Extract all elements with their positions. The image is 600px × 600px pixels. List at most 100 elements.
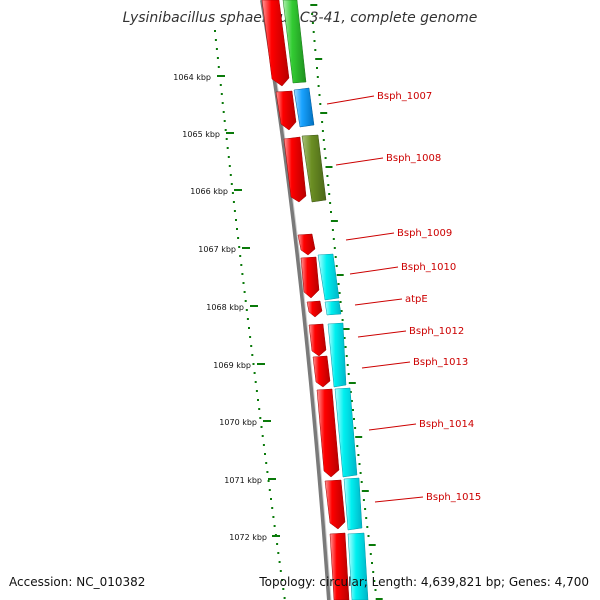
- ring-dot: [321, 130, 324, 132]
- cds-arrow[interactable]: [261, 0, 290, 87]
- scale-dot: [222, 111, 225, 113]
- scale-label: 1068 kbp: [206, 303, 244, 312]
- scale-dot: [279, 570, 282, 572]
- scale-ring: [214, 30, 286, 599]
- ring-dot: [324, 157, 327, 159]
- cog-bar[interactable]: [301, 134, 327, 203]
- leader-line: [368, 423, 417, 431]
- leader-line: [335, 157, 384, 166]
- cog-bar[interactable]: [282, 0, 307, 84]
- scale-labels: 1064 kbp 1065 kbp 1066 kbp 1067 kbp 1068…: [173, 73, 267, 542]
- ring-dot: [338, 292, 341, 294]
- ring-dot: [349, 391, 352, 393]
- cds-arrow[interactable]: [329, 532, 350, 600]
- ring-dot: [350, 400, 353, 402]
- scale-dot: [237, 237, 240, 239]
- ring-dot: [356, 445, 359, 447]
- ring-dot: [322, 139, 325, 141]
- scale-dot: [216, 57, 219, 59]
- ring-dot: [348, 382, 356, 384]
- scale-dot: [257, 399, 259, 401]
- scale-label: 1066 kbp: [190, 187, 228, 196]
- genome-summary: Topology: circular; Length: 4,639,821 bp…: [259, 575, 589, 589]
- scale-dot: [214, 30, 216, 32]
- scale-dot: [241, 273, 244, 275]
- map-title: Lysinibacillus sphaericus C3-41, complet…: [122, 10, 478, 26]
- gene-label[interactable]: Bsph_1013: [413, 357, 468, 368]
- scale-dot: [232, 201, 235, 203]
- ring-dot: [366, 526, 369, 528]
- ring-dot: [337, 283, 340, 285]
- ring-dot: [365, 517, 368, 519]
- scale-dot: [215, 48, 218, 50]
- gene-label[interactable]: Bsph_1010: [401, 262, 456, 273]
- ring-dot: [319, 103, 322, 105]
- ring-dot: [318, 94, 321, 96]
- gene-label[interactable]: Bsph_1009: [397, 228, 452, 239]
- cog-bar[interactable]: [327, 322, 347, 388]
- ring-dot: [331, 229, 334, 231]
- cog-bar[interactable]: [347, 532, 369, 600]
- ring-dot: [361, 490, 369, 492]
- scale-dot: [282, 588, 285, 590]
- scale-dot: [233, 210, 236, 212]
- cds-arrow[interactable]: [283, 136, 307, 203]
- scale-label: 1070 kbp: [219, 418, 257, 427]
- ring-dot: [362, 499, 365, 501]
- cog-bar[interactable]: [343, 477, 363, 531]
- scale-dot: [231, 192, 234, 194]
- cds-arrow[interactable]: [297, 233, 316, 256]
- ring-dot: [345, 355, 348, 357]
- scale-dot: [226, 147, 229, 149]
- cog-bar[interactable]: [334, 387, 358, 478]
- ring-dot: [364, 508, 367, 510]
- gene-label[interactable]: Bsph_1015: [426, 492, 481, 503]
- ring-dot: [333, 247, 336, 249]
- leader-line: [349, 266, 399, 275]
- scale-dot: [272, 516, 275, 518]
- ring-dot: [375, 598, 383, 600]
- scale-dot: [249, 336, 252, 338]
- ring-dot: [326, 175, 329, 177]
- cds-arrow[interactable]: [300, 256, 320, 299]
- cds-arrow[interactable]: [324, 479, 346, 530]
- gene-label[interactable]: Bsph_1014: [419, 419, 474, 430]
- ring-dot: [353, 418, 355, 420]
- gene-label[interactable]: atpE: [405, 294, 428, 305]
- ring-dot: [358, 463, 361, 465]
- ring-dot: [311, 22, 314, 24]
- ring-dot: [323, 148, 326, 150]
- label-leaders: [326, 95, 424, 503]
- ring-dot: [312, 31, 315, 33]
- cog-bar[interactable]: [293, 87, 315, 128]
- cds-arrow[interactable]: [312, 355, 331, 388]
- cds-arrow[interactable]: [316, 388, 340, 478]
- cds-arrow[interactable]: [308, 323, 327, 357]
- scale-dot: [258, 408, 261, 410]
- cog-bar[interactable]: [324, 300, 342, 316]
- ring-dot: [344, 346, 347, 348]
- scale-dot: [255, 390, 258, 392]
- cds-arrow[interactable]: [275, 90, 297, 131]
- scale-dot: [223, 120, 226, 122]
- ring-dot: [373, 580, 376, 582]
- cds-arrow[interactable]: [306, 300, 323, 318]
- scale-dot: [239, 255, 242, 257]
- scale-dot: [281, 579, 284, 581]
- scale-ticks: [217, 75, 280, 537]
- scale-dot: [251, 354, 254, 356]
- gene-label[interactable]: Bsph_1007: [377, 91, 432, 102]
- ring-dot: [334, 256, 337, 258]
- leader-line: [354, 298, 403, 306]
- gene-label[interactable]: Bsph_1012: [409, 326, 464, 337]
- scale-dot: [243, 291, 246, 293]
- leader-line: [374, 496, 424, 503]
- ring-dot: [359, 472, 362, 474]
- scale-dot: [244, 300, 247, 302]
- scale-label: 1064 kbp: [173, 73, 211, 82]
- cog-bar[interactable]: [317, 253, 340, 301]
- gene-label[interactable]: Bsph_1008: [386, 153, 441, 164]
- ring-dot: [310, 4, 318, 6]
- ring-dot: [330, 211, 332, 213]
